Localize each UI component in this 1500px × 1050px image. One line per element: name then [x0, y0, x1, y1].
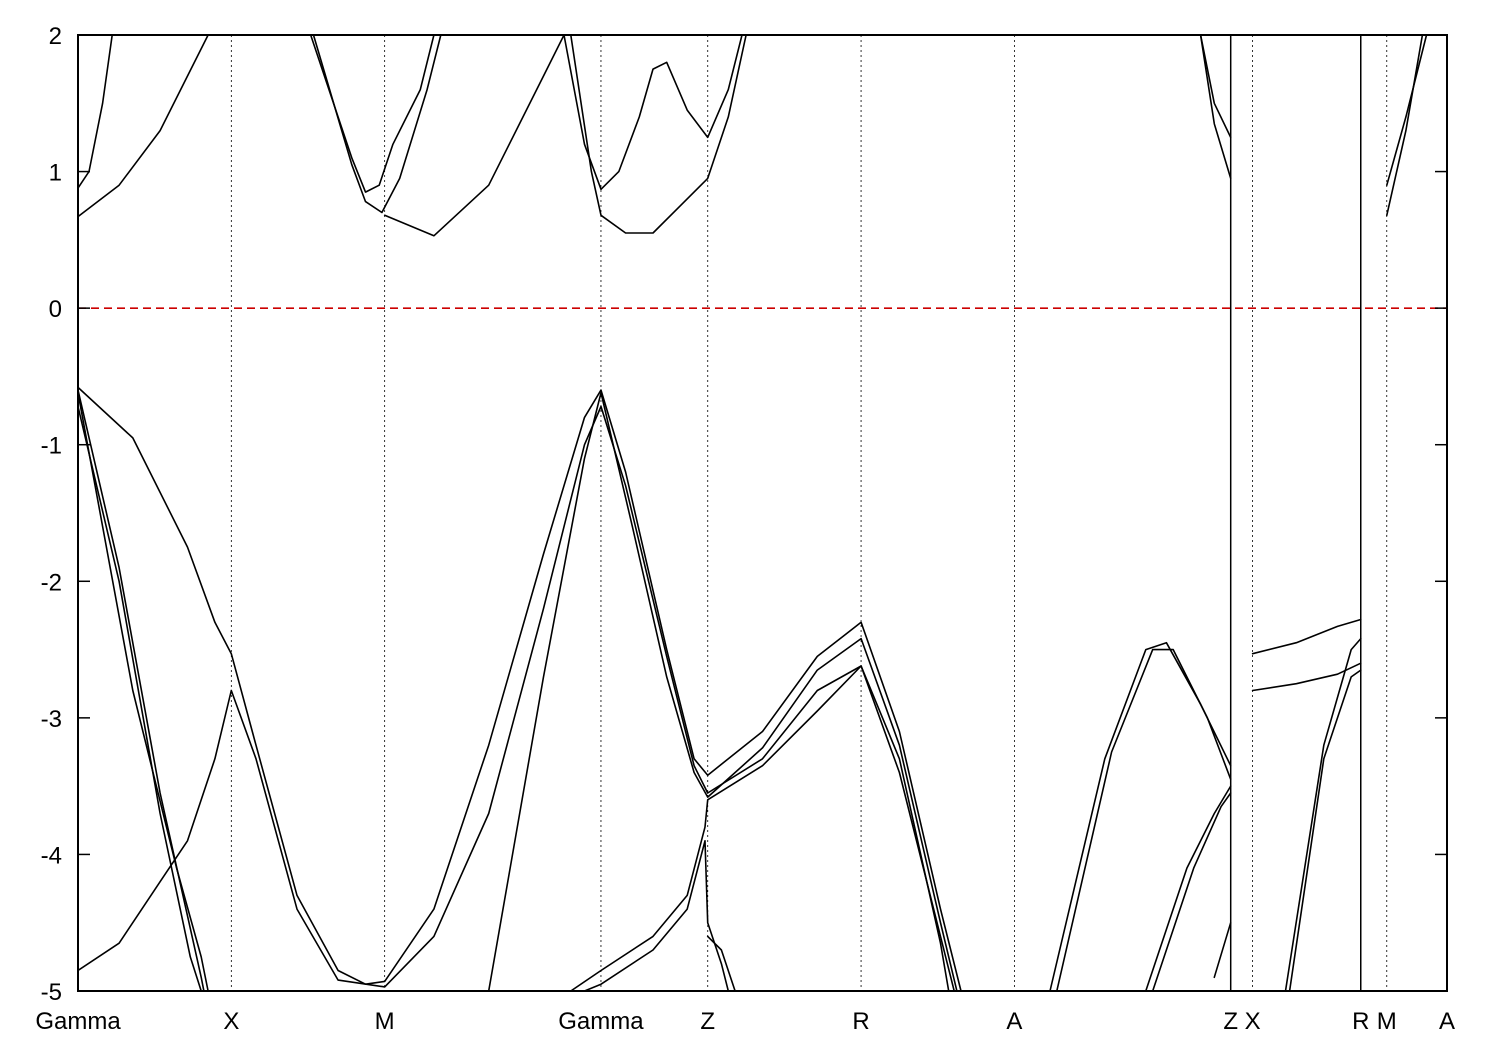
band-line	[1386, 35, 1428, 186]
plot-frame	[77, 34, 1448, 992]
y-tick-label: -4	[41, 842, 62, 869]
band-line	[78, 405, 956, 991]
y-tick-label: -2	[41, 569, 62, 596]
band-line	[1049, 641, 1232, 991]
band-line	[1284, 637, 1362, 991]
band-line	[309, 35, 435, 193]
y-tick-label: -5	[41, 979, 62, 1006]
band-line	[569, 35, 747, 234]
x-tick-label: A	[1439, 1008, 1455, 1035]
band-line	[1145, 785, 1232, 991]
band-line	[1213, 921, 1232, 979]
band-line	[78, 405, 202, 991]
y-tick-label: 0	[49, 296, 62, 323]
band-line	[1199, 35, 1232, 180]
x-tick-label: Gamma	[35, 1008, 121, 1035]
band-line	[312, 35, 442, 214]
band-line	[563, 35, 743, 191]
x-tick-label: X	[223, 1008, 239, 1035]
band-line	[569, 665, 950, 991]
band-line	[1251, 662, 1362, 692]
band-line	[487, 391, 958, 991]
high-symmetry-gridlines	[230, 35, 1388, 991]
band-line	[1288, 669, 1362, 991]
band-line	[1056, 648, 1232, 991]
band-line	[78, 35, 113, 189]
x-tick-label: M	[1377, 1008, 1397, 1035]
y-tick-label: -3	[41, 706, 62, 733]
band-line	[1386, 35, 1424, 217]
x-tick-label: R	[1352, 1008, 1369, 1035]
band-lines	[78, 35, 1428, 991]
y-tick-label: 2	[49, 23, 62, 50]
band-line	[706, 935, 736, 991]
band-line	[78, 389, 205, 991]
y-tick-label: -1	[41, 433, 62, 460]
x-tick-label: M	[375, 1008, 395, 1035]
band-line	[78, 386, 962, 991]
x-tick-label: Z	[1223, 1008, 1238, 1035]
x-tick-label: Gamma	[558, 1008, 644, 1035]
band-line	[1251, 618, 1362, 655]
band-line	[1151, 792, 1232, 991]
x-tick-label: Z	[700, 1008, 715, 1035]
band-line	[383, 35, 565, 237]
band-line	[78, 391, 209, 991]
y-tick-label: 1	[49, 160, 62, 187]
axis-ticks	[78, 34, 1447, 992]
x-tick-label: X	[1245, 1008, 1261, 1035]
x-tick-label: A	[1006, 1008, 1022, 1035]
band-line	[583, 839, 730, 991]
x-tick-label: R	[852, 1008, 869, 1035]
band-line	[1199, 35, 1232, 139]
band-line	[78, 35, 209, 218]
